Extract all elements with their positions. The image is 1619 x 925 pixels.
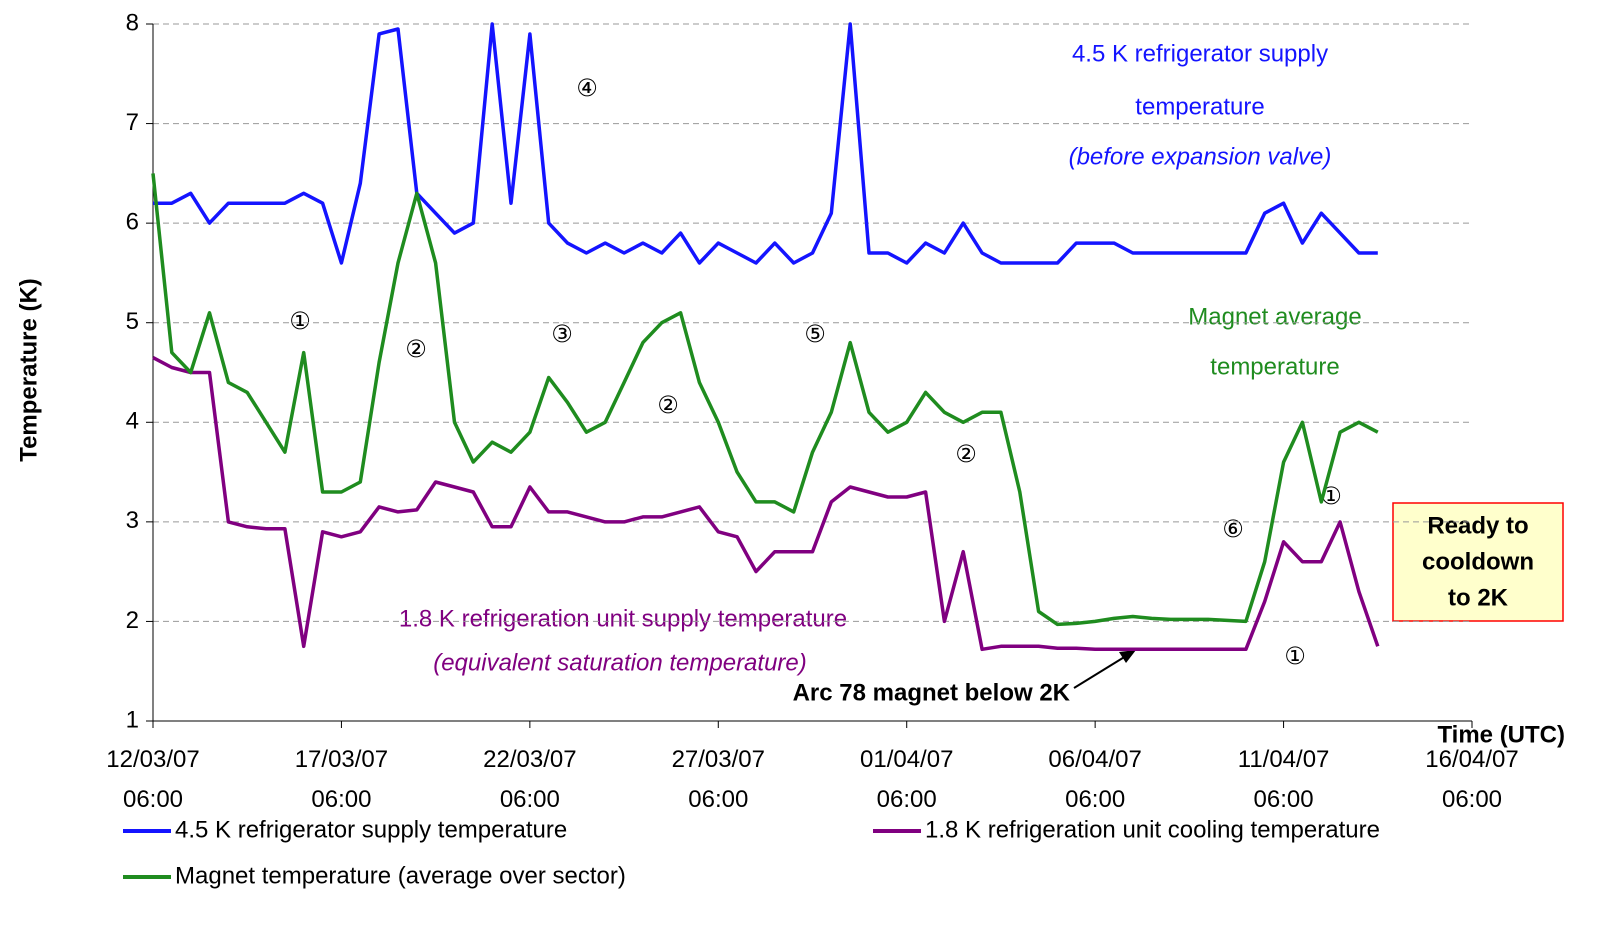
annotation: 1.8 K refrigeration unit supply temperat… (399, 605, 847, 632)
x-tick-label: 16/04/07 06:00 (1425, 746, 1518, 813)
series-line (153, 22, 1378, 265)
y-tick-label: 5 (126, 308, 139, 335)
marker-number: ② (955, 440, 977, 468)
y-tick-label: 4 (126, 408, 139, 435)
y-tick-label: 6 (126, 208, 139, 235)
x-tick-label: 11/04/07 06:00 (1238, 746, 1330, 813)
annotation: 4.5 K refrigerator supply (1072, 40, 1328, 67)
legend-label: 4.5 K refrigerator supply temperature (175, 816, 567, 843)
annotation: Magnet average (1188, 303, 1361, 330)
x-axis-label: Time (UTC) (1437, 721, 1565, 748)
series-line (152, 356, 1380, 652)
annotation: (equivalent saturation temperature) (433, 649, 807, 676)
annotation: Ready to (1427, 512, 1528, 539)
annotation: temperature (1135, 93, 1264, 120)
marker-number: ② (657, 391, 679, 419)
y-tick-label: 2 (126, 607, 139, 634)
marker-number: ⑥ (1222, 515, 1244, 543)
x-tick-label: 01/04/07 06:00 (860, 746, 953, 813)
series-line (151, 173, 1379, 627)
annotations: 4.5 K refrigerator supply temperature (b… (289, 40, 1564, 706)
x-tick-label: 12/03/07 06:00 (106, 746, 199, 813)
annotation: cooldown (1422, 548, 1534, 575)
x-tick-label: 17/03/07 06:00 (295, 746, 388, 813)
annotation: Arc 78 magnet below 2K (793, 679, 1071, 706)
note-box (1392, 502, 1564, 622)
y-tick-label: 3 (126, 507, 139, 534)
marker-number: ② (405, 335, 427, 363)
y-tick-label: 8 (126, 9, 139, 36)
marker-number: ① (289, 307, 311, 335)
x-tick-label: 27/03/07 06:00 (672, 746, 765, 813)
y-axis-label: Temperature (K) (15, 278, 42, 462)
legend-label: Magnet temperature (average over sector) (175, 862, 626, 889)
marker-number: ③ (551, 320, 573, 348)
annotation: (before expansion valve) (1069, 143, 1332, 170)
arrow (1073, 655, 1127, 689)
x-tick-label: 22/03/07 06:00 (483, 746, 576, 813)
marker-number: ⑤ (804, 320, 826, 348)
y-tick-label: 1 (126, 706, 139, 733)
x-tick-label: 06/04/07 06:00 (1048, 746, 1141, 813)
arrow-head (1119, 650, 1136, 663)
marker-number: ④ (576, 74, 598, 102)
legend-label: 1.8 K refrigeration unit cooling tempera… (925, 816, 1380, 843)
annotation: temperature (1210, 353, 1339, 380)
annotation: to 2K (1448, 584, 1509, 611)
y-tick-label: 7 (126, 109, 139, 136)
marker-number: ① (1284, 642, 1306, 670)
